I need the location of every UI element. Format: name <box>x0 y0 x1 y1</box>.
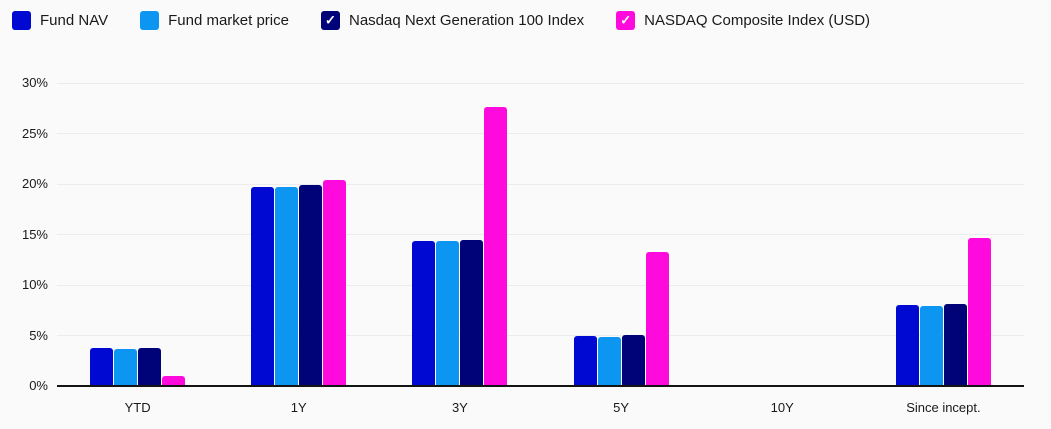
legend-item-label: Fund market price <box>168 12 289 29</box>
legend-item-fund-nav[interactable]: Fund NAV <box>12 11 108 30</box>
y-axis-tick-label: 25% <box>21 125 48 141</box>
bar[interactable] <box>967 237 991 385</box>
bar[interactable] <box>919 306 943 385</box>
bar[interactable] <box>162 375 186 385</box>
legend-item-label: NASDAQ Composite Index (USD) <box>644 12 871 29</box>
x-axis-category-label: 3Y <box>451 400 468 415</box>
y-gridline <box>57 183 1024 185</box>
x-axis-category-label: YTD <box>124 400 151 415</box>
nasdaq-composite-checkbox-icon: ✓ <box>616 11 636 30</box>
chart-legend: Fund NAV Fund market price ✓ Nasdaq Next… <box>12 11 870 30</box>
y-axis-tick-label: 10% <box>21 277 48 292</box>
y-gridline <box>57 82 1024 84</box>
bar[interactable] <box>323 179 347 385</box>
y-axis-tick-label: 0% <box>29 378 48 393</box>
y-gridline <box>57 234 1024 235</box>
y-gridline <box>57 335 1024 336</box>
bar[interactable] <box>943 304 967 385</box>
bar[interactable] <box>412 240 436 385</box>
x-axis-category-label: 10Y <box>770 400 794 415</box>
y-gridline <box>57 133 1024 134</box>
nasdaq-next-gen-checkbox-icon: ✓ <box>320 11 340 30</box>
bar[interactable] <box>645 251 669 385</box>
bar[interactable] <box>436 240 460 385</box>
fund-market-price-swatch-icon <box>140 11 160 30</box>
checkmark-icon: ✓ <box>325 12 336 28</box>
x-axis-category-label: Since incept. <box>906 400 981 415</box>
bar[interactable] <box>275 187 299 385</box>
fund-nav-swatch-icon <box>12 11 31 30</box>
bar[interactable] <box>597 336 621 385</box>
bar[interactable] <box>251 187 275 385</box>
checkmark-icon: ✓ <box>620 12 632 28</box>
y-axis-tick-label: 30% <box>21 75 48 90</box>
x-axis-baseline <box>57 385 1024 387</box>
legend-item-label: Fund NAV <box>40 12 109 29</box>
legend-item-fund-market-price[interactable]: Fund market price <box>140 11 289 30</box>
legend-item-nasdaq-next-gen-index[interactable]: ✓ Nasdaq Next Generation 100 Index <box>320 11 585 30</box>
y-axis-tick-label: 20% <box>21 176 48 191</box>
bar[interactable] <box>138 347 162 385</box>
bar[interactable] <box>484 107 508 385</box>
y-axis-tick-label: 15% <box>21 226 48 242</box>
bar[interactable] <box>114 348 138 385</box>
y-gridline <box>57 284 1024 286</box>
bar[interactable] <box>460 239 484 385</box>
legend-item-label: Nasdaq Next Generation 100 Index <box>348 12 585 29</box>
y-axis-tick-label: 5% <box>29 327 48 343</box>
x-axis-category-label: 5Y <box>613 400 630 415</box>
x-axis-category-label: 1Y <box>290 400 307 415</box>
legend-item-nasdaq-composite-index[interactable]: ✓ NASDAQ Composite Index (USD) <box>616 11 870 30</box>
bar[interactable] <box>573 335 597 385</box>
bar[interactable] <box>621 334 645 385</box>
bar[interactable] <box>895 305 919 385</box>
bar[interactable] <box>90 347 114 385</box>
bar[interactable] <box>299 185 323 385</box>
